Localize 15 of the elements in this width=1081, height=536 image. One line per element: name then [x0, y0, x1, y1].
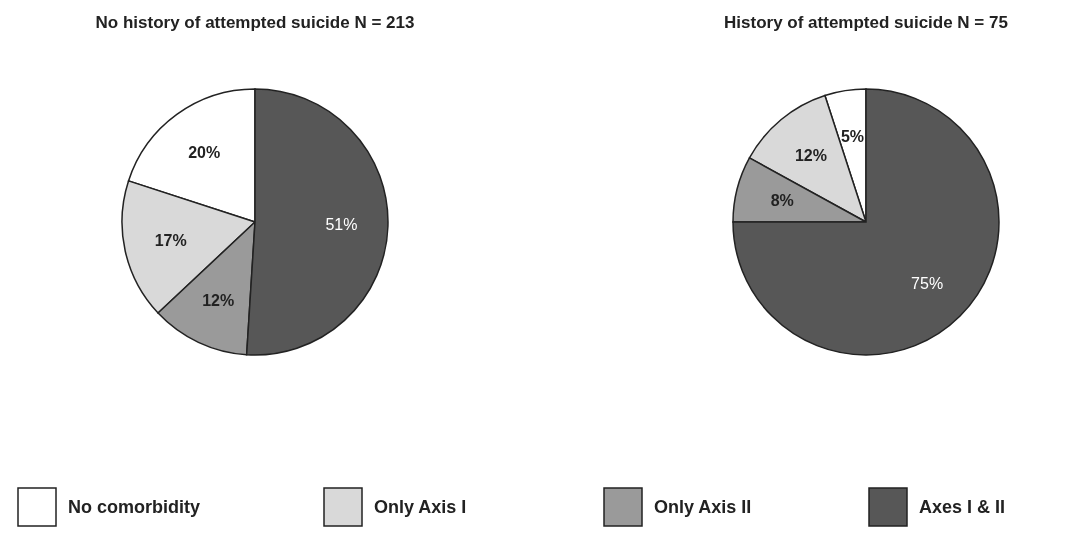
data-label: 75% — [911, 274, 944, 292]
data-label: 8% — [770, 192, 794, 210]
legend-label: Axes I & II — [919, 497, 1006, 517]
data-label: 17% — [154, 232, 187, 250]
legend-label: Only Axis I — [374, 497, 467, 517]
legend-label: No comorbidity — [68, 497, 201, 517]
legend-label: Only Axis II — [654, 497, 752, 517]
data-label: 12% — [794, 146, 827, 164]
pie-slice — [732, 88, 1000, 356]
data-label: 20% — [188, 143, 221, 161]
data-label: 5% — [840, 128, 865, 146]
data-label: 12% — [202, 291, 235, 309]
chart-title: No history of attempted suicide N = 213 — [95, 13, 415, 32]
data-label: 51% — [325, 216, 358, 234]
chart-title: History of attempted suicide N = 75 — [724, 13, 1008, 32]
